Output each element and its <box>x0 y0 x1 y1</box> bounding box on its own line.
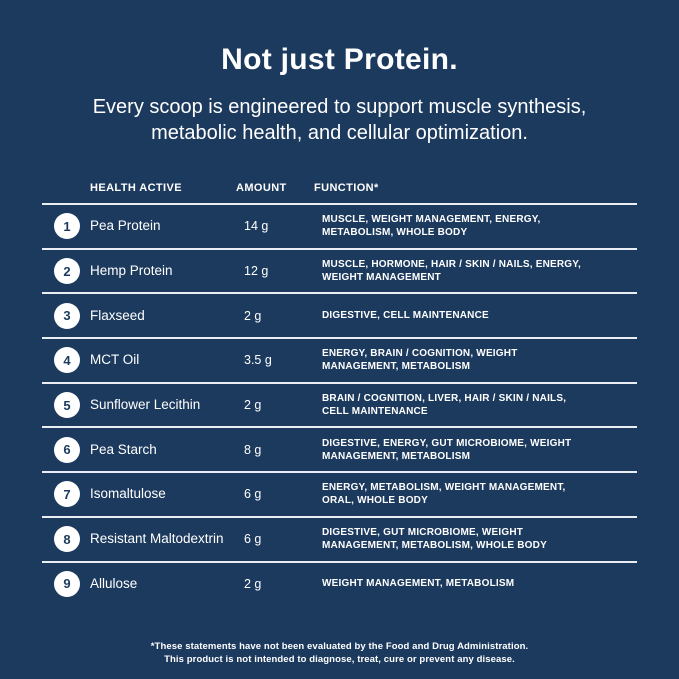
ingredient-function: ENERGY, METABOLISM, WEIGHT MANAGEMENT, O… <box>322 482 566 507</box>
ingredient-function: DIGESTIVE, CELL MAINTENANCE <box>322 310 489 322</box>
column-header-health-active: HEALTH ACTIVE <box>90 182 182 194</box>
disclaimer-line-1: *These statements have not been evaluate… <box>150 641 529 653</box>
table-row: 9 Allulose 2 g WEIGHT MANAGEMENT, METABO… <box>42 563 637 606</box>
table-row: 6 Pea Starch 8 g DIGESTIVE, ENERGY, GUT … <box>42 428 637 474</box>
table-row: 7 Isomaltulose 6 g ENERGY, METABOLISM, W… <box>42 473 637 518</box>
row-number-badge: 5 <box>54 392 80 419</box>
ingredient-amount: 8 g <box>244 442 262 457</box>
row-number-badge: 8 <box>54 526 80 553</box>
row-number-badge: 6 <box>54 436 80 463</box>
column-header-function: FUNCTION* <box>314 182 379 194</box>
ingredient-name: MCT Oil <box>90 352 140 368</box>
table-row: 5 Sunflower Lecithin 2 g BRAIN / COGNITI… <box>42 384 637 429</box>
ingredient-function: DIGESTIVE, ENERGY, GUT MICROBIOME, WEIGH… <box>322 437 572 462</box>
ingredient-amount: 12 g <box>244 264 269 279</box>
ingredient-amount: 2 g <box>244 398 262 413</box>
fda-disclaimer: *These statements have not been evaluate… <box>0 640 679 666</box>
subtitle-line-2: metabolic health, and cellular optimizat… <box>151 122 528 144</box>
table-row: 1 Pea Protein 14 g MUSCLE, WEIGHT MANAGE… <box>42 205 637 250</box>
ingredient-function: MUSCLE, HORMONE, HAIR / SKIN / NAILS, EN… <box>322 259 582 284</box>
table-row: 8 Resistant Maltodextrin 6 g DIGESTIVE, … <box>42 518 637 563</box>
ingredient-function: ENERGY, BRAIN / COGNITION, WEIGHT MANAGE… <box>322 348 518 373</box>
row-number-badge: 1 <box>54 213 80 240</box>
row-number-badge: 9 <box>54 570 80 597</box>
table-header-row: HEALTH ACTIVE AMOUNT FUNCTION* <box>42 182 637 205</box>
row-number-badge: 2 <box>54 258 80 285</box>
ingredient-function: WEIGHT MANAGEMENT, METABOLISM <box>322 578 515 590</box>
disclaimer-line-2: This product is not intended to diagnose… <box>164 654 515 666</box>
page-title: Not just Protein. <box>221 43 458 76</box>
ingredient-name: Sunflower Lecithin <box>90 397 201 413</box>
row-number-badge: 4 <box>54 347 80 374</box>
ingredient-function: MUSCLE, WEIGHT MANAGEMENT, ENERGY, METAB… <box>322 214 541 239</box>
table-row: 2 Hemp Protein 12 g MUSCLE, HORMONE, HAI… <box>42 250 637 295</box>
ingredient-name: Resistant Maltodextrin <box>90 531 224 547</box>
ingredient-name: Hemp Protein <box>90 263 173 279</box>
ingredient-name: Pea Starch <box>90 441 157 457</box>
column-header-amount: AMOUNT <box>236 182 287 194</box>
subtitle-line-1: Every scoop is engineered to support mus… <box>92 96 587 118</box>
ingredient-amount: 6 g <box>244 532 262 547</box>
ingredient-name: Flaxseed <box>90 307 145 323</box>
ingredient-function: DIGESTIVE, GUT MICROBIOME, WEIGHT MANAGE… <box>322 527 547 552</box>
row-number-badge: 3 <box>54 302 80 329</box>
ingredients-table: HEALTH ACTIVE AMOUNT FUNCTION* 1 Pea Pro… <box>42 182 637 605</box>
ingredient-amount: 3.5 g <box>244 353 272 368</box>
ingredient-name: Allulose <box>90 575 138 591</box>
ingredient-amount: 6 g <box>244 487 262 502</box>
ingredient-name: Isomaltulose <box>90 486 166 502</box>
table-row: 4 MCT Oil 3.5 g ENERGY, BRAIN / COGNITIO… <box>42 339 637 384</box>
ingredient-name: Pea Protein <box>90 218 161 234</box>
ingredient-amount: 14 g <box>244 219 269 234</box>
page-header: Not just Protein. Every scoop is enginee… <box>0 0 679 146</box>
row-number-badge: 7 <box>54 481 80 508</box>
ingredient-amount: 2 g <box>244 308 262 323</box>
ingredient-function: BRAIN / COGNITION, LIVER, HAIR / SKIN / … <box>322 393 567 418</box>
page-subtitle: Every scoop is engineered to support mus… <box>50 94 630 146</box>
table-row: 3 Flaxseed 2 g DIGESTIVE, CELL MAINTENAN… <box>42 294 637 340</box>
ingredient-amount: 2 g <box>244 576 262 591</box>
